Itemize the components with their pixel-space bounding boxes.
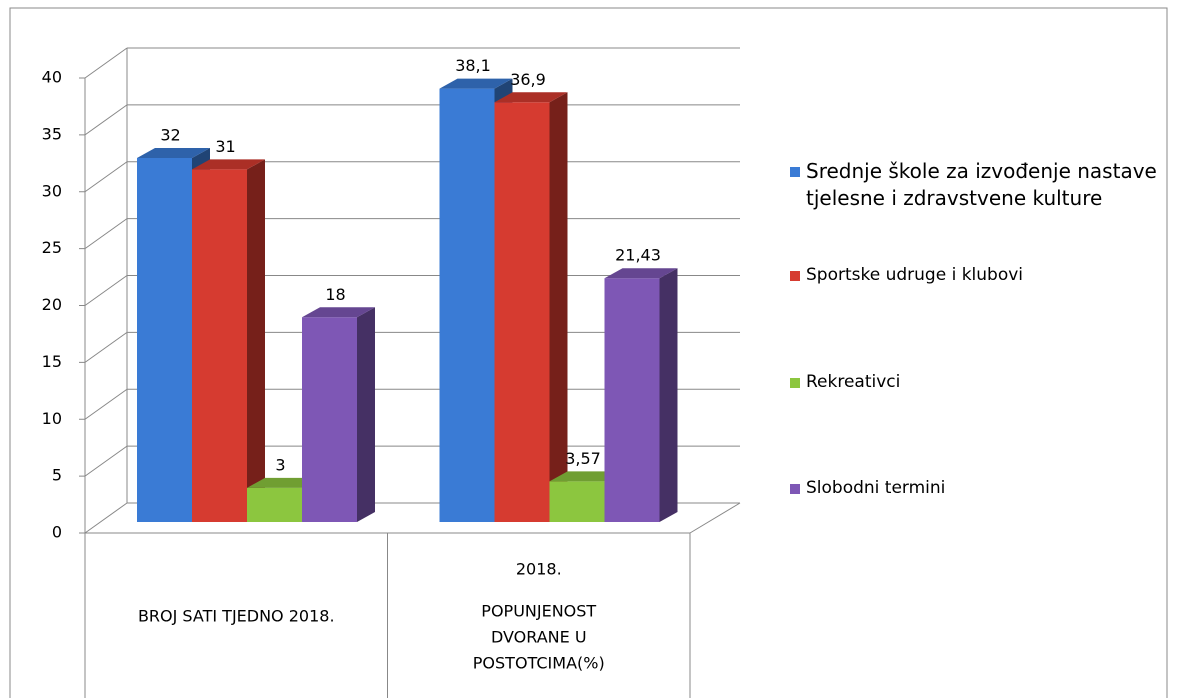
bar-top [247,477,320,488]
bar-side [549,92,568,522]
bar-top [192,159,265,170]
floor-edge [689,502,741,534]
grid-line [84,388,128,420]
legend-swatch [790,484,800,494]
bar [192,169,247,522]
x-tick-label: POSTOTCIMA(%) [473,654,605,673]
data-label: 21,43 [615,246,661,265]
grid-line [84,275,128,306]
grid-line [84,331,128,363]
data-label: 3 [275,455,285,474]
chart-frame [9,7,1168,698]
bar-top [302,307,375,318]
x-tick-label: BROJ SATI TJEDNO 2018. [138,607,335,626]
bar-top [494,92,568,103]
data-label: 31 [215,137,235,156]
y-tick-label: 15 [42,352,62,371]
legend-label: Slobodni termini [806,478,946,498]
y-tick-label: 25 [42,238,62,257]
bar-top [137,148,210,158]
legend-item: Rekreativci [790,372,1160,392]
y-tick-label: 5 [52,466,62,485]
bar-side [357,307,375,522]
grid-line [84,218,128,250]
bar-top [604,268,678,279]
grid-line [84,445,128,477]
grid-line [84,47,128,79]
bar-top [549,471,623,482]
legend-item: Slobodni termini [790,478,1160,498]
data-label: 18 [325,285,345,304]
legend-label: Srednje škole za izvođenje nastave tjele… [806,159,1157,210]
y-tick-label: 35 [42,124,62,143]
legend-item: Sportske udruge i klubovi [790,265,1160,285]
grid-line [84,104,128,136]
bar [494,102,550,522]
y-tick-label: 10 [42,409,62,428]
legend-swatch [790,167,800,177]
data-label: 36,9 [510,70,546,89]
bar [439,88,495,523]
bar [247,487,302,522]
x-tick-label: 2018. [516,560,562,579]
bar-side [247,159,265,522]
data-label: 38,1 [455,56,491,75]
bar-top [439,78,513,89]
y-tick-label: 30 [42,181,62,200]
y-tick-label: 0 [52,523,62,542]
x-tick-label: DVORANE U [491,628,587,647]
bar [137,158,192,522]
bar [302,317,357,522]
legend-item: Srednje škole za izvođenje nastave tjele… [790,158,1160,212]
y-tick-label: 40 [42,68,62,87]
grid-line [84,161,128,193]
bar [549,481,605,522]
legend-label: Rekreativci [806,372,901,392]
y-tick-label: 20 [42,295,62,314]
legend-label: Sportske udruge i klubovi [806,265,1024,285]
data-label: 32 [160,126,180,145]
grid-line [84,502,128,534]
data-label: 3,57 [565,449,601,468]
bar-side [659,268,678,522]
legend-swatch [790,271,800,281]
bar [604,278,660,522]
x-tick-label: POPUNJENOST [481,602,596,621]
legend-swatch [790,378,800,388]
